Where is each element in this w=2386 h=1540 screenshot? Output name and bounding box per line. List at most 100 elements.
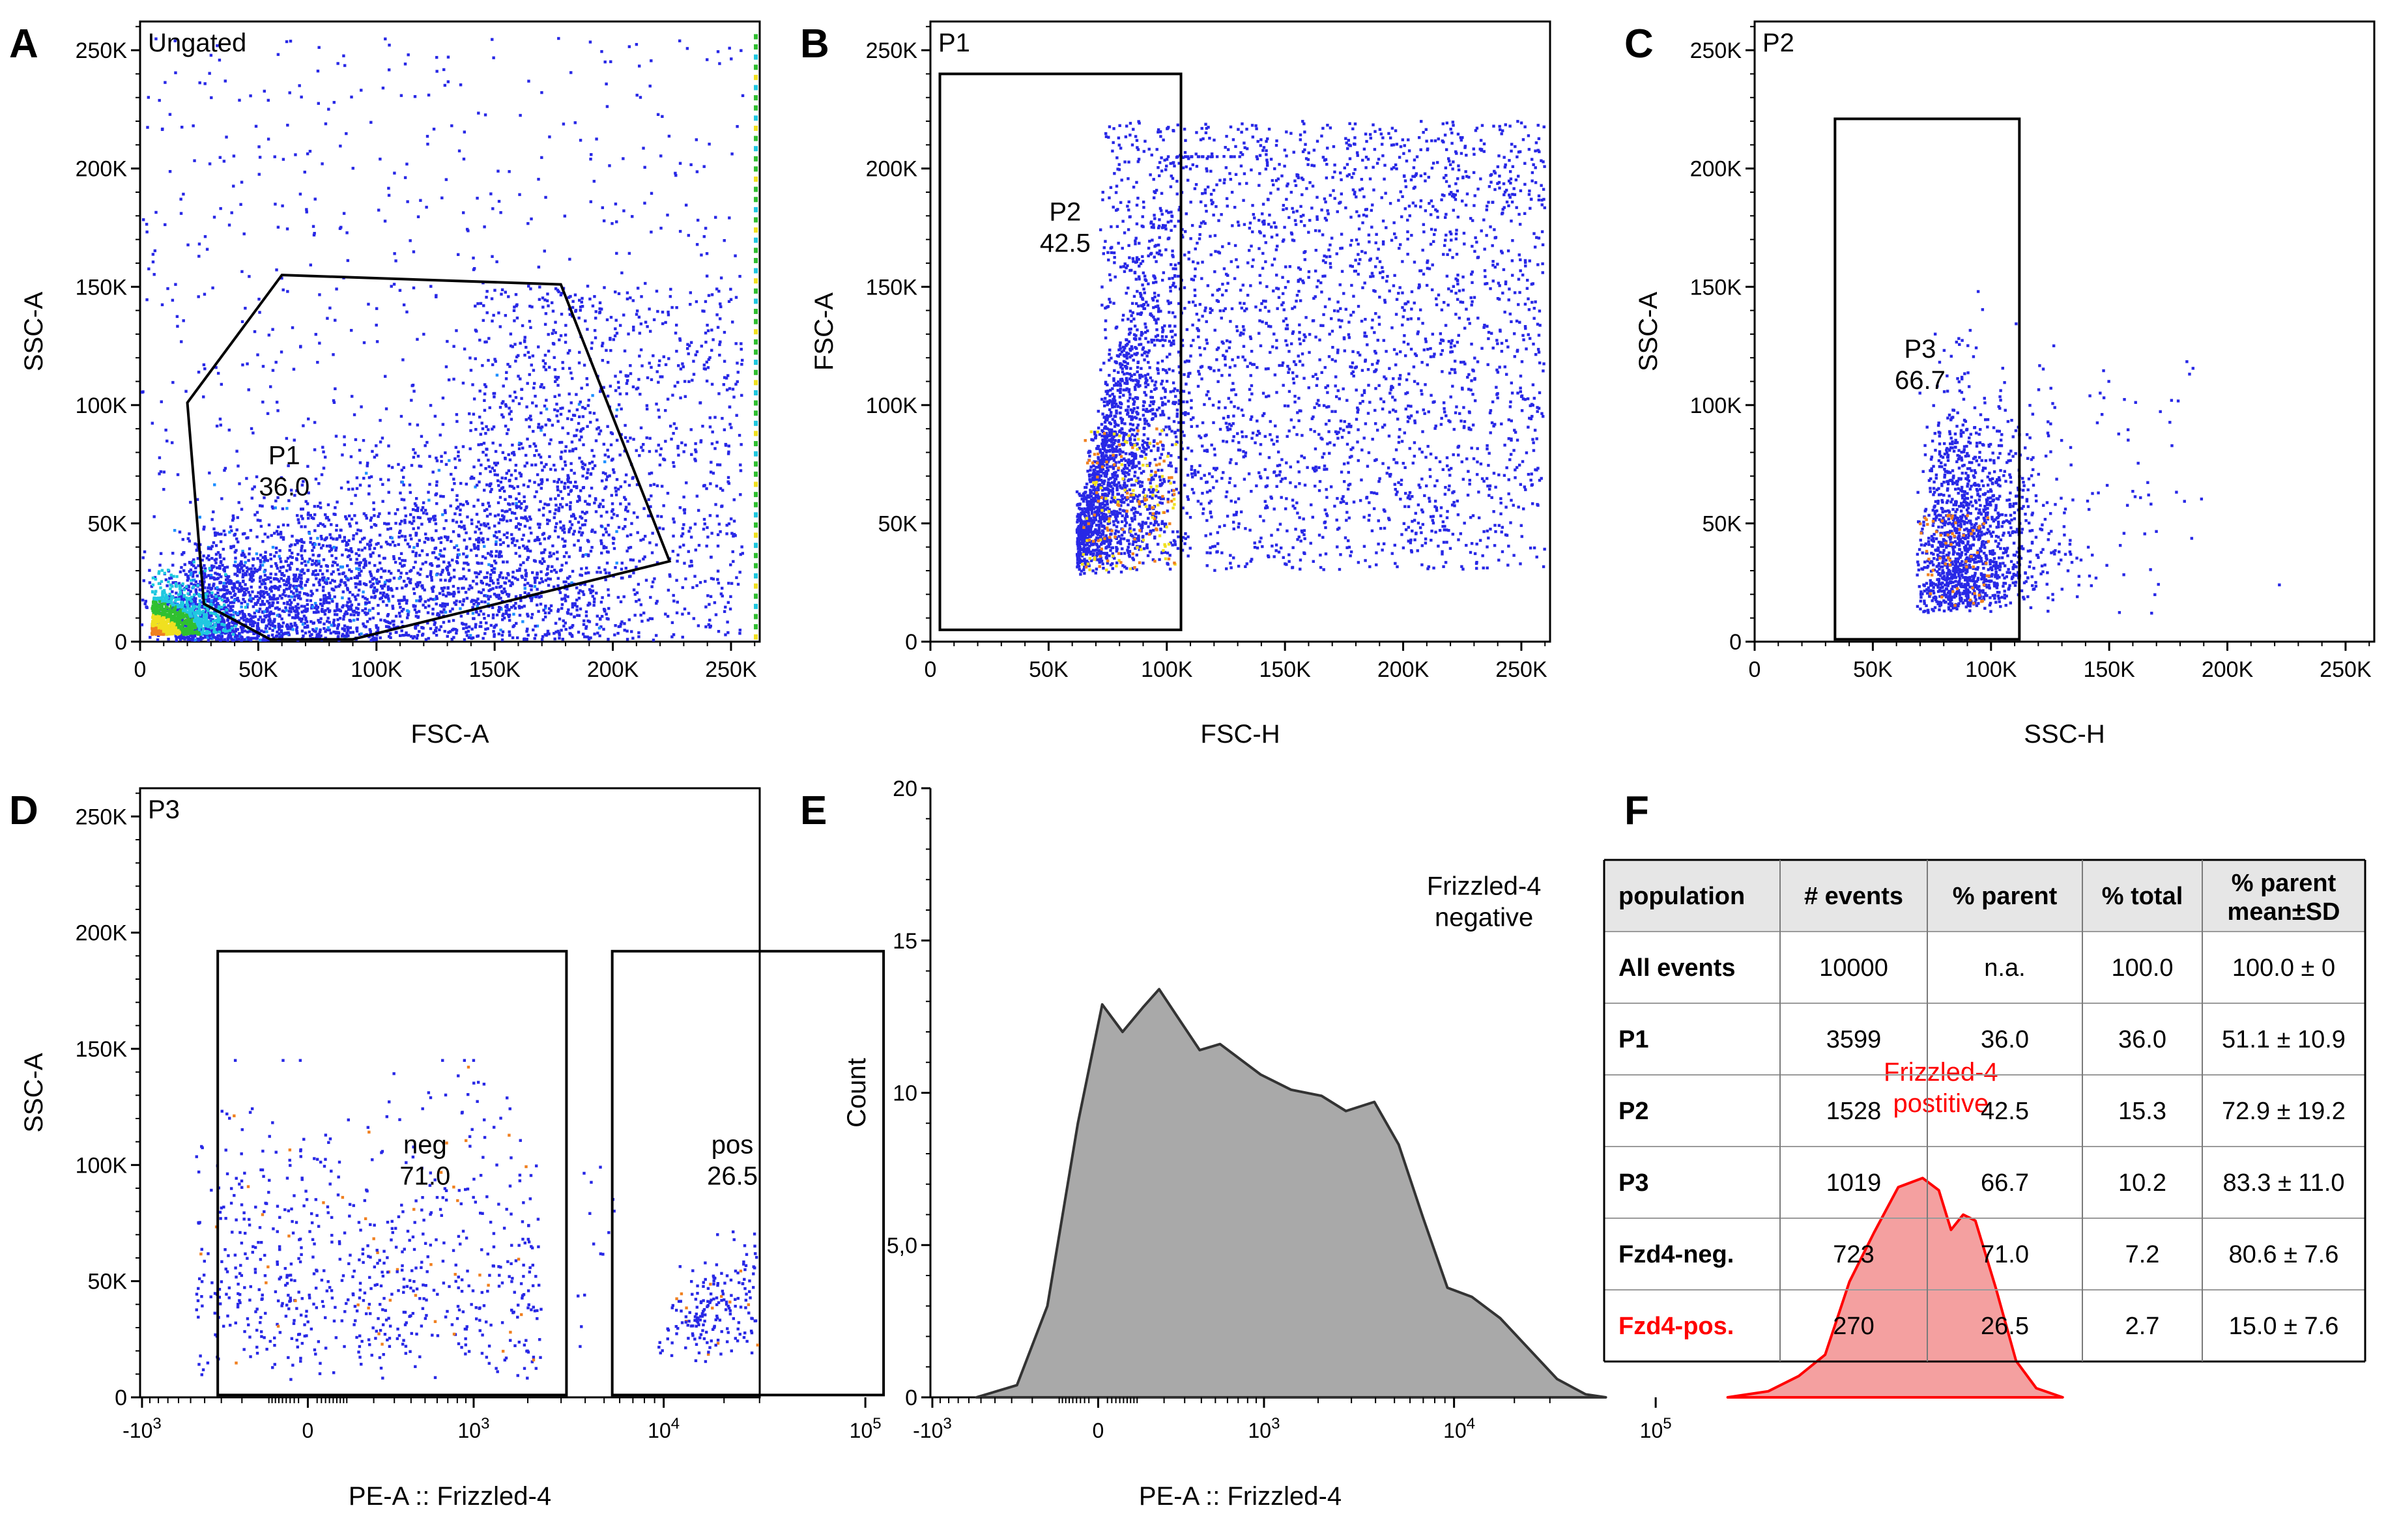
event-dot bbox=[457, 587, 460, 590]
event-dot bbox=[416, 623, 420, 627]
event-dot bbox=[504, 498, 507, 501]
event-dot bbox=[608, 474, 611, 478]
event-dot bbox=[368, 570, 372, 574]
event-dot bbox=[379, 419, 382, 422]
event-dot bbox=[468, 537, 472, 541]
event-dot bbox=[655, 484, 659, 487]
event-dot bbox=[582, 593, 586, 596]
event-dot bbox=[566, 417, 569, 420]
event-dot bbox=[400, 620, 404, 623]
event-dot bbox=[336, 62, 339, 65]
event-dot bbox=[281, 609, 285, 613]
event-dot bbox=[388, 621, 392, 625]
event-dot bbox=[366, 543, 369, 546]
event-dot bbox=[672, 517, 675, 520]
event-dot bbox=[566, 577, 569, 580]
event-dot bbox=[364, 607, 367, 610]
event-dot bbox=[581, 466, 584, 469]
event-dot bbox=[640, 364, 644, 367]
event-dot bbox=[672, 432, 675, 435]
event-dot bbox=[397, 557, 401, 560]
event-dot bbox=[560, 313, 564, 316]
event-dot bbox=[474, 599, 478, 603]
event-dot bbox=[508, 619, 511, 622]
event-dot bbox=[462, 598, 465, 601]
event-dot bbox=[281, 523, 285, 527]
event-dot bbox=[592, 603, 596, 607]
event-dot bbox=[500, 509, 504, 513]
event-dot bbox=[508, 485, 512, 488]
event-dot bbox=[493, 514, 497, 518]
event-dot bbox=[558, 591, 562, 594]
event-dot bbox=[484, 524, 488, 528]
event-dot bbox=[483, 509, 487, 512]
event-dot bbox=[625, 629, 629, 633]
event-dot bbox=[416, 526, 420, 530]
event-dot bbox=[553, 356, 556, 360]
event-dot bbox=[560, 450, 564, 454]
event-dot bbox=[526, 382, 529, 385]
event-dot bbox=[416, 215, 420, 218]
event-dot bbox=[670, 621, 674, 624]
event-dot bbox=[218, 567, 222, 570]
event-dot bbox=[373, 563, 377, 567]
event-dot bbox=[356, 576, 359, 580]
event-dot bbox=[354, 610, 358, 614]
event-dot bbox=[497, 521, 500, 525]
event-dot bbox=[649, 483, 652, 487]
event-dot bbox=[367, 601, 371, 604]
event-dot bbox=[437, 537, 441, 540]
event-dot bbox=[400, 498, 404, 501]
event-dot bbox=[614, 327, 617, 330]
event-dot bbox=[530, 463, 534, 467]
event-dot bbox=[446, 538, 449, 541]
event-dot bbox=[438, 628, 441, 632]
event-dot bbox=[210, 557, 214, 560]
event-dot bbox=[399, 491, 402, 495]
event-dot bbox=[197, 295, 200, 298]
event-dot bbox=[383, 556, 386, 560]
event-dot bbox=[625, 297, 629, 301]
event-dot bbox=[229, 546, 233, 550]
event-dot bbox=[532, 442, 536, 446]
event-dot bbox=[599, 542, 603, 545]
event-dot bbox=[588, 601, 591, 605]
event-dot bbox=[388, 511, 391, 515]
event-dot bbox=[574, 447, 578, 451]
event-dot bbox=[515, 316, 519, 320]
event-dot bbox=[510, 485, 514, 489]
event-dot bbox=[278, 623, 281, 627]
event-dot bbox=[293, 595, 296, 598]
event-dot bbox=[501, 630, 505, 634]
event-dot bbox=[643, 555, 646, 559]
event-dot bbox=[243, 600, 246, 603]
event-dot bbox=[237, 590, 240, 593]
event-dot bbox=[232, 517, 235, 520]
event-dot bbox=[554, 497, 557, 500]
event-dot bbox=[590, 487, 594, 490]
event-dot bbox=[268, 606, 271, 609]
event-dot bbox=[526, 485, 530, 489]
event-dot bbox=[719, 487, 723, 491]
event-dot bbox=[539, 542, 542, 545]
event-dot bbox=[435, 626, 438, 629]
event-dot bbox=[385, 603, 388, 607]
event-dot bbox=[635, 483, 639, 487]
event-dot bbox=[306, 464, 309, 468]
event-dot bbox=[326, 626, 330, 629]
event-dot bbox=[210, 633, 214, 636]
event-dot bbox=[710, 461, 713, 464]
event-dot bbox=[523, 509, 526, 512]
event-dot bbox=[419, 567, 423, 571]
event-dot bbox=[208, 576, 212, 580]
event-dot bbox=[293, 616, 296, 620]
event-dot bbox=[435, 480, 438, 483]
event-dot bbox=[433, 547, 437, 550]
event-dot bbox=[490, 564, 494, 567]
event-dot bbox=[381, 593, 385, 597]
event-dot bbox=[249, 597, 252, 600]
event-dot bbox=[465, 634, 469, 637]
event-dot bbox=[373, 514, 376, 517]
event-dot bbox=[536, 624, 539, 628]
event-dot bbox=[232, 638, 235, 642]
